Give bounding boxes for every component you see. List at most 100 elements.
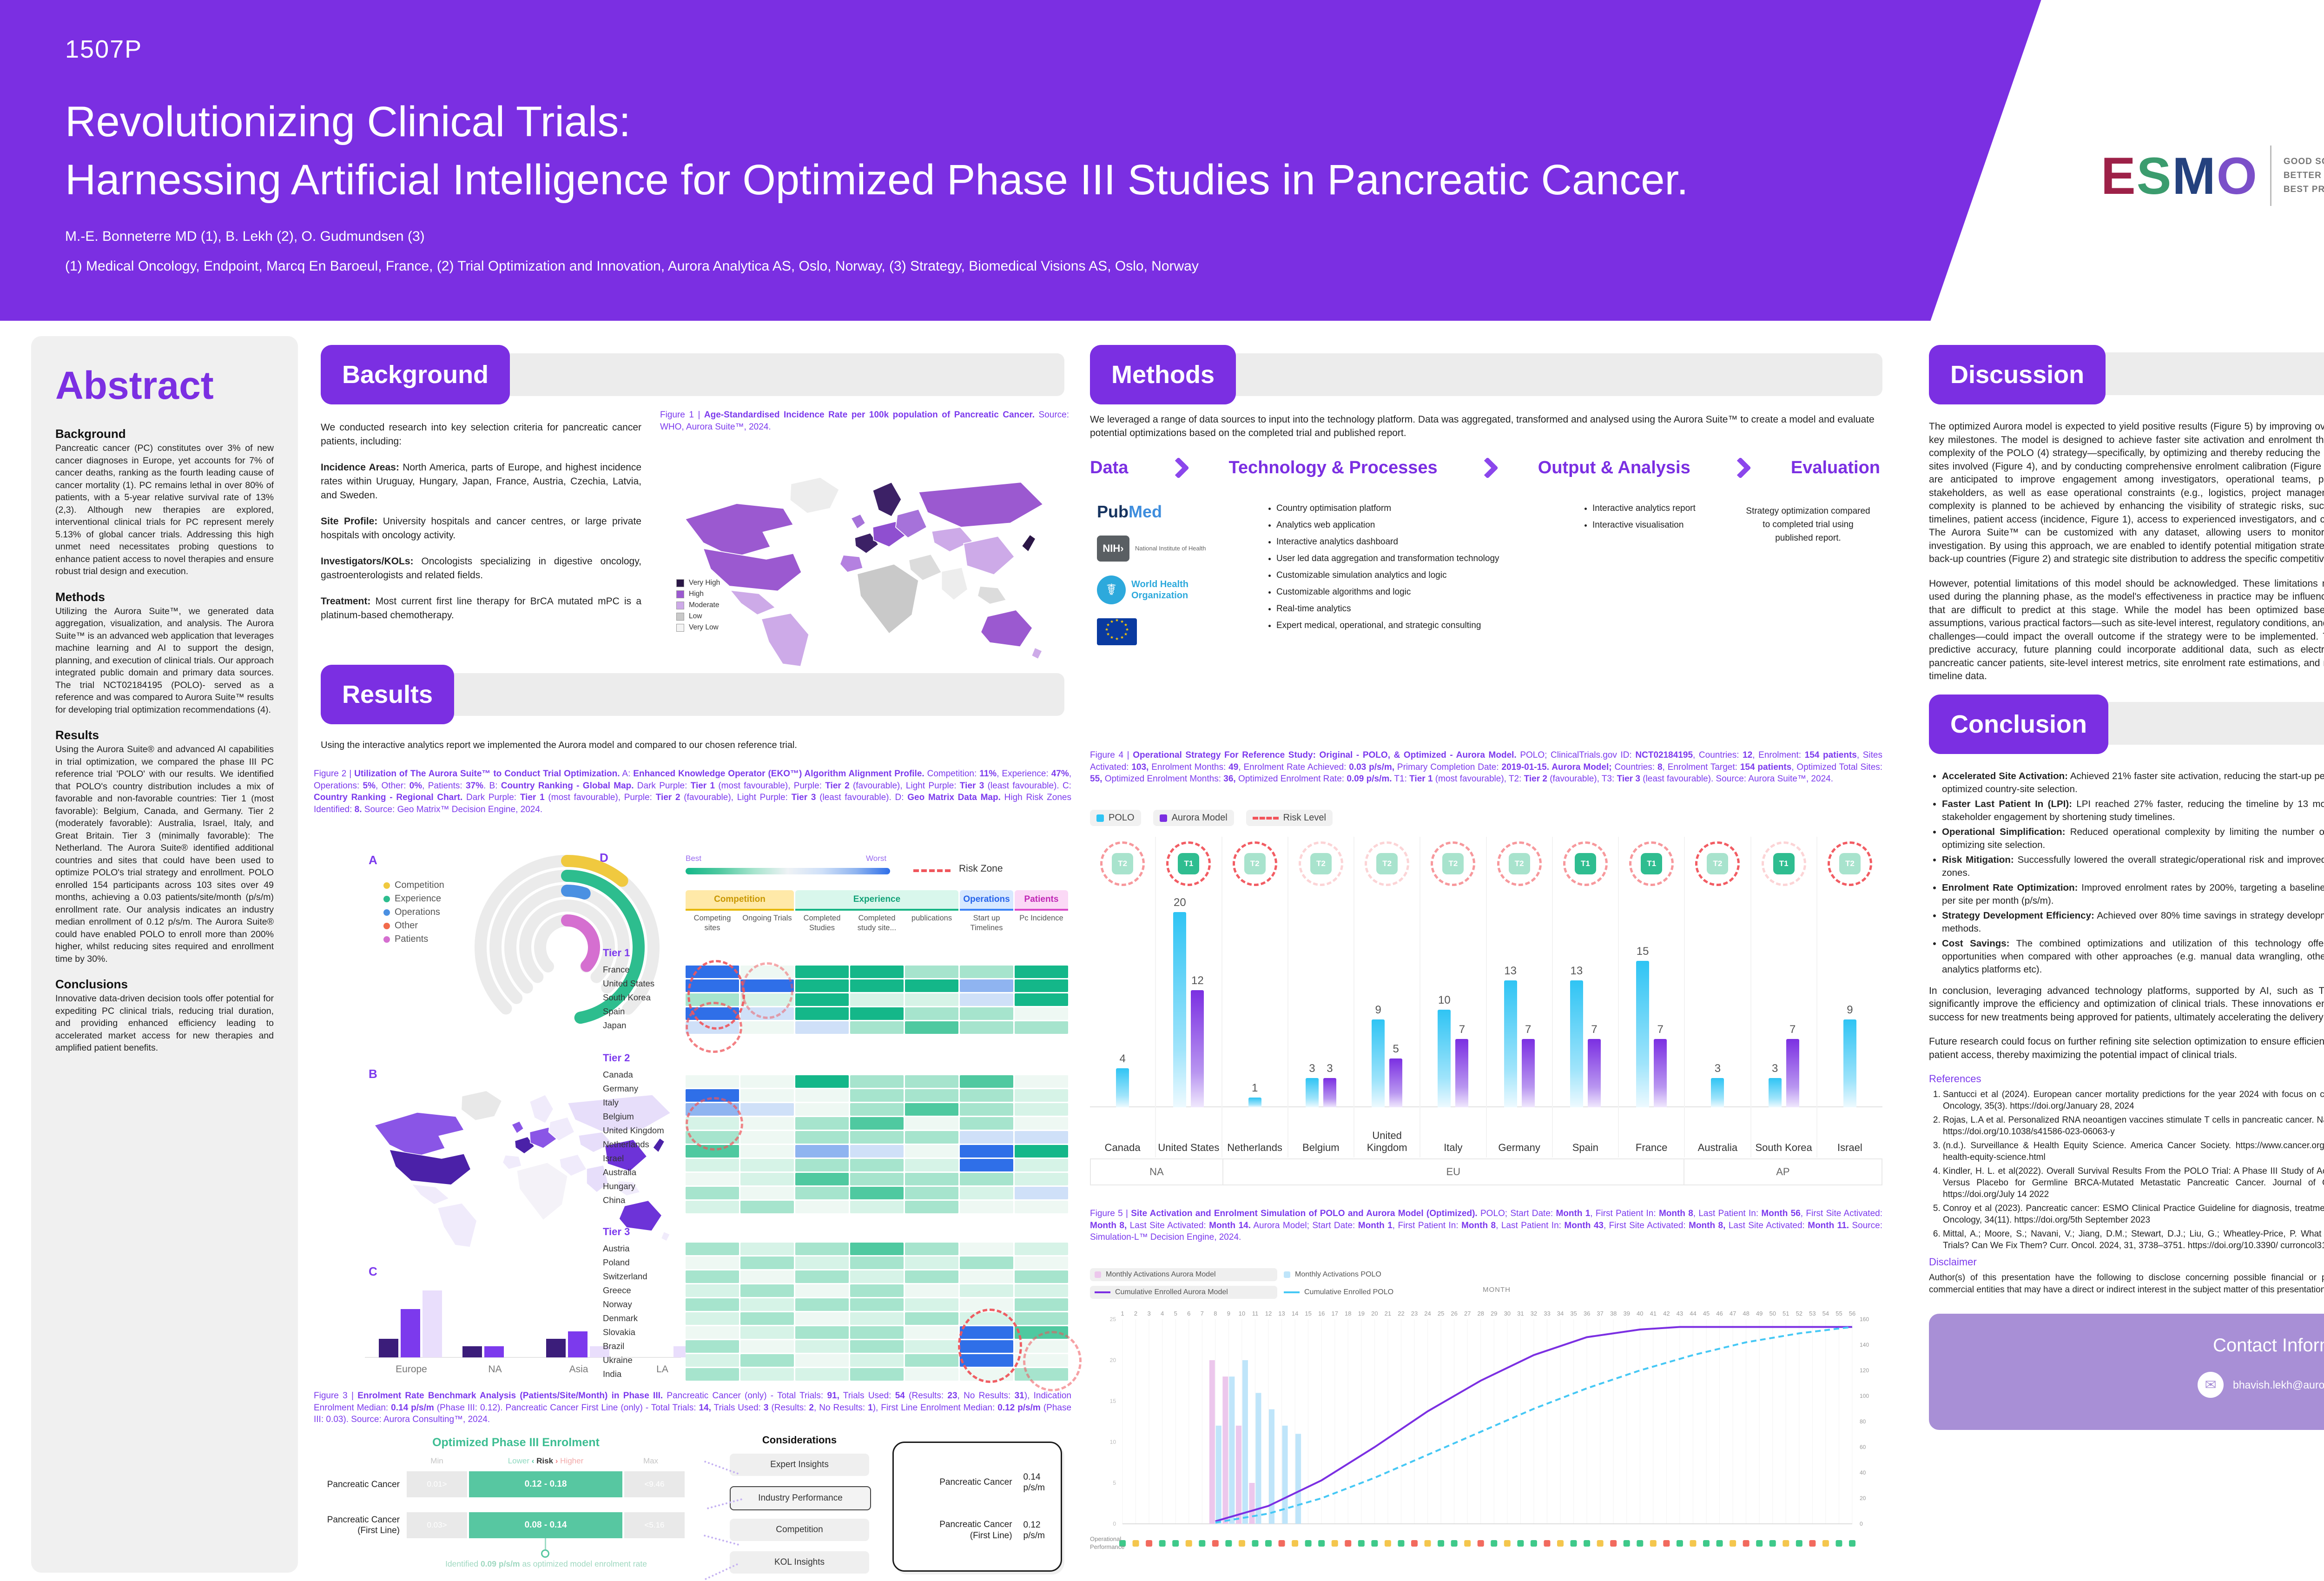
esmo-letter: M [2172, 146, 2217, 205]
eko-ring-bg [475, 855, 660, 1040]
eko-arc-Competition [475, 855, 660, 1040]
heat-cell [960, 1117, 1013, 1130]
technology-bullets: Country optimisation platform Analytics w… [1264, 502, 1571, 636]
bar [1305, 1078, 1319, 1107]
rate-card-value: 0.12 p/s/m [1023, 1520, 1045, 1541]
consideration-box: Competition [730, 1519, 869, 1541]
figure3-range-segment: 0.12 - 0.18 [469, 1471, 622, 1497]
bar [1843, 1019, 1856, 1107]
legend-label: Monthly Activations POLO [1295, 1270, 1381, 1278]
figure4-country-column: T2 3 3 Belgium [1287, 837, 1353, 1158]
aurora-activation-bar [1209, 1360, 1215, 1524]
text: 10 [1239, 1310, 1245, 1317]
text: 17 [1331, 1310, 1338, 1317]
bar-value: 3 [1309, 1062, 1315, 1075]
text: 50 [1769, 1310, 1776, 1317]
contact-email[interactable]: bhavish.lekh@aurora-analytica.com [2233, 1378, 2324, 1391]
heat-cell [795, 1103, 849, 1116]
bar [1711, 1078, 1724, 1107]
heat-cell [905, 966, 958, 978]
map-region-africa [516, 1162, 568, 1221]
status-square [1172, 1540, 1179, 1547]
heat-cell [905, 1089, 958, 1102]
country-name: Netherlands [1227, 1142, 1282, 1153]
figure1-caption: Figure 1 | Age-Standardised Incidence Ra… [660, 410, 1069, 432]
legend-swatch [676, 579, 684, 587]
reference-item: (n.d.). Surveillance & Health Equity Sci… [1943, 1140, 2324, 1163]
abstract-section-heading: Conclusions [55, 977, 128, 991]
bar-polo: 9 [1372, 1004, 1385, 1107]
legend-label: Monthly Activations Aurora Model [1106, 1270, 1216, 1278]
poster-title-line2: Harnessing Artificial Intelligence for O… [65, 156, 1689, 204]
cumulative-curve [1215, 1326, 1853, 1524]
bar-polo: 3 [1711, 1062, 1724, 1107]
figure5-legend: Monthly Activations Aurora Model Monthly … [1090, 1268, 1471, 1299]
map-region-nz [660, 1231, 671, 1242]
abstract-sections: Background Pancreatic cancer (PC) constit… [55, 427, 274, 1054]
text: 24 [1424, 1310, 1431, 1317]
text: 12 [1265, 1310, 1272, 1317]
heatmap-column-label: Ongoing Trials [742, 914, 792, 922]
hdr-higher: Higher [558, 1456, 584, 1465]
text: Europe [396, 1364, 427, 1375]
bar-value: 1 [1251, 1082, 1258, 1094]
status-square [1384, 1540, 1391, 1547]
status-square [1822, 1540, 1829, 1547]
text: 1 [1121, 1310, 1124, 1317]
tech-bullet: Expert medical, operational, and strateg… [1276, 619, 1571, 632]
conclusion-bullet: Enrolment Rate Optimization: Improved en… [1942, 881, 2324, 907]
map-region-scandinavia [872, 482, 902, 517]
figure5-operational-label: Operational Performance [1090, 1535, 1125, 1550]
figure4-caption: Figure 4 | Operational Strategy For Refe… [1090, 750, 1883, 784]
heat-cell [905, 1270, 958, 1283]
figure5-caption: Figure 5 | Site Activation and Enrolment… [1090, 1209, 1882, 1242]
tier-country: Australia [603, 1167, 636, 1177]
region-cell: AP [1683, 1158, 1882, 1185]
text: 26 [1451, 1310, 1457, 1317]
text: 160 [1860, 1316, 1869, 1323]
heat-cell [905, 1173, 958, 1185]
tier-list-3: Tier 3 Austria Poland Switzerland Greece Norw… [603, 1226, 683, 1381]
text: 120 [1860, 1367, 1869, 1374]
heat-cell [740, 1368, 794, 1381]
bar-value: 4 [1119, 1052, 1126, 1065]
status-square [1504, 1540, 1511, 1547]
heat-cell [850, 1270, 904, 1283]
background-intro: We conducted research into key selection… [321, 422, 641, 447]
figure4-country-column: T2 9 Israel [1816, 837, 1882, 1158]
tier-country: Denmark [603, 1313, 638, 1323]
heat-cell [960, 1257, 1013, 1269]
bar-polo: 20 [1173, 896, 1187, 1107]
heat-cell [1015, 1243, 1068, 1255]
legend-label: Aurora Model [1171, 813, 1228, 823]
tech-bullet: Country optimisation platform [1276, 502, 1571, 515]
legend-label: Very High [689, 579, 720, 587]
heat-cell [905, 993, 958, 1006]
chevron-right-icon [1168, 457, 1189, 479]
output-bullets: Interactive analytics report Interactive … [1580, 502, 1734, 536]
figure5-legend-item: Monthly Activations Aurora Model [1090, 1268, 1277, 1281]
reference-item: Mittal, A.; Moore, S.; Navani, V.; Jiang… [1943, 1228, 2324, 1251]
legend-label: Moderate [689, 601, 720, 609]
tier-country: United States [603, 979, 655, 988]
heat-cell [1015, 1007, 1068, 1020]
heat-cell [850, 1243, 904, 1255]
hdr-chev-left: ‹ [531, 1456, 537, 1465]
risk-zone-ellipse [1023, 1331, 1082, 1391]
heat-cell [740, 1089, 794, 1102]
heat-cell [850, 1021, 904, 1034]
heat-cell [795, 1007, 849, 1020]
heat-cell [960, 1187, 1013, 1199]
status-square [1358, 1540, 1365, 1547]
heat-cell [850, 1340, 904, 1353]
bar-value: 3 [1327, 1062, 1333, 1075]
text: 56 [1849, 1310, 1855, 1317]
legend-label: Patients [395, 934, 429, 944]
heat-cell [686, 1201, 739, 1213]
bar-value: 20 [1174, 896, 1186, 909]
status-square [1477, 1540, 1484, 1547]
map-region-canada [684, 503, 794, 558]
figure2-eko-legend: Competition Experience Operations Other Pati… [383, 880, 444, 947]
figure3-caption: Figure 3 | Enrolment Rate Benchmark Anal… [314, 1391, 1072, 1424]
tier-heading: Tier 2 [603, 1052, 630, 1064]
